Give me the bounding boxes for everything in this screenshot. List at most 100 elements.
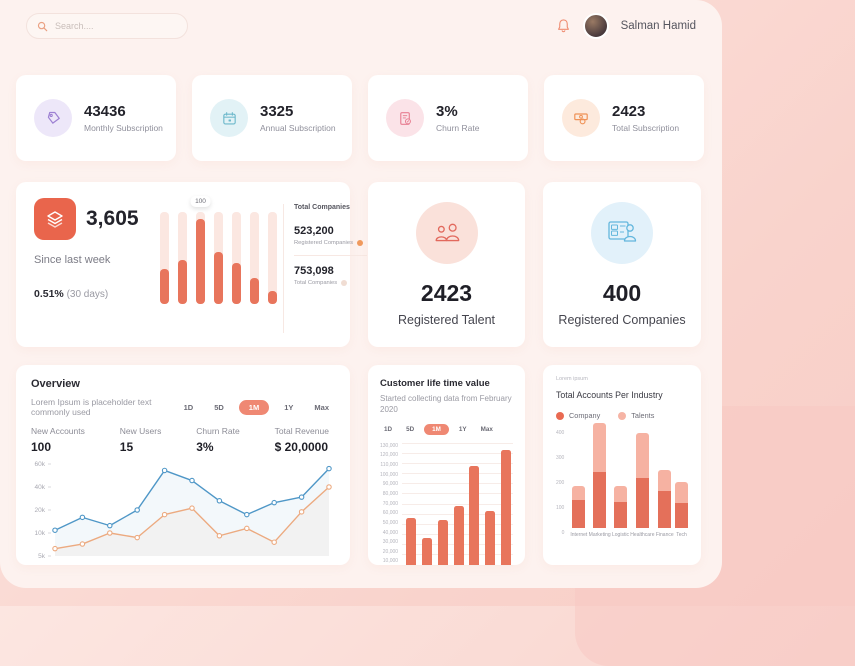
stat-value: 43436 [84, 103, 126, 120]
tab-1m[interactable]: 1M [238, 399, 270, 415]
weekly-bar-chart: 100 [160, 196, 277, 304]
tab-5d[interactable]: 5D [214, 402, 224, 412]
stat-value: 3325 [260, 103, 294, 120]
card-total-subscription[interactable]: 2423 Total Subscription [544, 75, 704, 161]
companies-label: Registered Companies [558, 313, 686, 327]
stat-label: Monthly Subscription [84, 123, 163, 133]
clv-bar [421, 538, 432, 565]
data-point [216, 498, 223, 504]
bell-icon[interactable] [556, 18, 571, 34]
legend-value: 753,098 [294, 265, 334, 277]
talents-dot [618, 411, 627, 420]
cash-icon [562, 99, 600, 137]
x-axis-label: Healthcare [630, 532, 655, 538]
tab-5d[interactable]: 5D [406, 425, 415, 433]
stacked-bar-internet: Internet [570, 430, 587, 538]
card-annual-subscription[interactable]: 3325 Annual Subscription [192, 75, 352, 161]
clv-bar [500, 450, 511, 565]
data-point [298, 509, 305, 515]
card-churn-rate[interactable]: 3% Churn Rate [368, 75, 528, 161]
top-bar: Salman Hamid [0, 0, 722, 52]
card-accounts-per-industry[interactable]: Lorem ipsum Total Accounts Per Industry … [543, 365, 701, 565]
card-overview[interactable]: Overview Lorem Ipsum is placeholder text… [16, 365, 350, 565]
legend-label: Total Companies [294, 280, 338, 286]
data-point [244, 511, 250, 518]
card-registered-companies[interactable]: 400 Registered Companies [543, 182, 701, 347]
week-percent: 0.51% [34, 288, 64, 300]
overview-stats: New Accounts 100 New Users 15 Churn Rate 3%… [31, 426, 335, 454]
week-value: 3,605 [86, 207, 139, 230]
svg-text:60k: 60k [35, 461, 46, 468]
search-box[interactable] [26, 13, 188, 39]
data-point [79, 514, 86, 521]
companies-count: 400 [602, 280, 642, 306]
mini-bar [160, 212, 169, 304]
data-point [216, 533, 223, 539]
y-axis-labels: 130,000 120,000 110,000 100,000 90,000 80,000… [380, 442, 399, 565]
industry-micro-label: Lorem ipsum [556, 376, 588, 382]
stat-label: New Accounts [31, 426, 85, 436]
tab-1d[interactable]: 1D [384, 425, 393, 433]
stat-value: 100 [31, 440, 52, 454]
stat-label: New Users [119, 426, 162, 436]
clv-bar [453, 506, 464, 565]
stat-value: 3% [196, 440, 214, 454]
tab-max[interactable]: Max [314, 402, 329, 412]
svg-text:5k: 5k [38, 553, 46, 560]
card-weekly-summary[interactable]: 3,605 Since last week 0.51% (30 days) 10… [16, 182, 367, 347]
card-monthly-subscription[interactable]: 43436 Monthly Subscription [16, 75, 176, 161]
user-name: Salman Hamid [620, 20, 696, 32]
clv-bar [469, 466, 480, 565]
user-avatar[interactable] [582, 13, 609, 39]
legend-title: Total Companies [294, 204, 350, 211]
legend-item-company[interactable]: Company [556, 411, 600, 420]
data-point [271, 539, 277, 545]
industry-title: Total Accounts Per Industry [556, 390, 663, 400]
stat-value: 15 [119, 440, 134, 454]
stat-value: 2423 [612, 103, 646, 120]
legend-item-talents[interactable]: Talents [618, 411, 654, 420]
stacked-bar-marketing: Marketing [589, 423, 611, 538]
mini-bar [178, 212, 187, 304]
tab-1m[interactable]: 1M [424, 423, 449, 435]
stat-label: Annual Subscription [260, 123, 336, 133]
week-percent-note: (30 days) [66, 289, 109, 300]
clv-bar-chart: 130,000 120,000 110,000 100,000 90,000 80,000… [380, 442, 513, 566]
overview-line-chart: 60k 40k 20k 10k 5k [35, 461, 332, 560]
mini-bar [250, 212, 259, 304]
talent-count: 2423 [420, 280, 473, 306]
stat-label: Churn Rate [196, 426, 240, 436]
stacked-bar-finance: Finance [656, 430, 674, 538]
x-axis-label: Finance [655, 532, 674, 538]
tab-max[interactable]: Max [480, 425, 493, 433]
talent-label: Registered Talent [397, 313, 496, 327]
search-input[interactable] [55, 21, 165, 31]
companies-legend: Total Companies 523,200 Registered Compa… [283, 204, 367, 333]
data-point [271, 499, 277, 506]
data-point [326, 465, 332, 472]
tab-1d[interactable]: 1D [183, 402, 194, 412]
legend-value: 523,200 [294, 225, 334, 237]
card-customer-lifetime-value[interactable]: Customer life time value Started collect… [368, 365, 525, 566]
legend-dot-pale [341, 280, 348, 286]
clv-subtitle: Started collecting data from February 20… [380, 394, 512, 414]
overview-subtitle: Lorem Ipsum is placeholder text commonly… [31, 397, 152, 417]
layers-icon [34, 198, 76, 240]
clv-bar [406, 517, 417, 565]
mini-bar [214, 212, 223, 304]
mini-bar [232, 212, 241, 304]
industry-legend: Company Talents [556, 411, 688, 420]
mini-bar [268, 212, 277, 304]
y-axis-labels: 400 300 200 100 0 [556, 430, 565, 536]
companies-window-icon [591, 202, 653, 264]
x-axis-label: Internet [570, 532, 588, 538]
tab-1y[interactable]: 1Y [458, 425, 467, 433]
data-point [52, 545, 58, 552]
main-panel: Salman Hamid 43436 Monthly Subscription … [0, 0, 722, 588]
data-point [79, 541, 86, 547]
clv-bar [437, 519, 448, 565]
x-axis-label: Logistic [611, 532, 629, 538]
card-registered-talent[interactable]: 2423 Registered Talent [368, 182, 525, 347]
tab-1y[interactable]: 1Y [284, 402, 294, 412]
stat-value: $ 20,0000 [274, 440, 329, 454]
